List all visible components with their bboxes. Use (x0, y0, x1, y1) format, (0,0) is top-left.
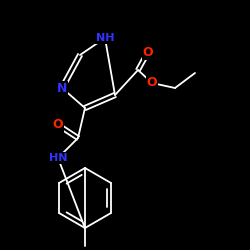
Text: N: N (57, 82, 67, 94)
Text: O: O (143, 46, 153, 59)
Text: O: O (147, 76, 157, 90)
Text: NH: NH (96, 33, 114, 43)
Text: O: O (53, 118, 63, 132)
Text: HN: HN (49, 153, 67, 163)
